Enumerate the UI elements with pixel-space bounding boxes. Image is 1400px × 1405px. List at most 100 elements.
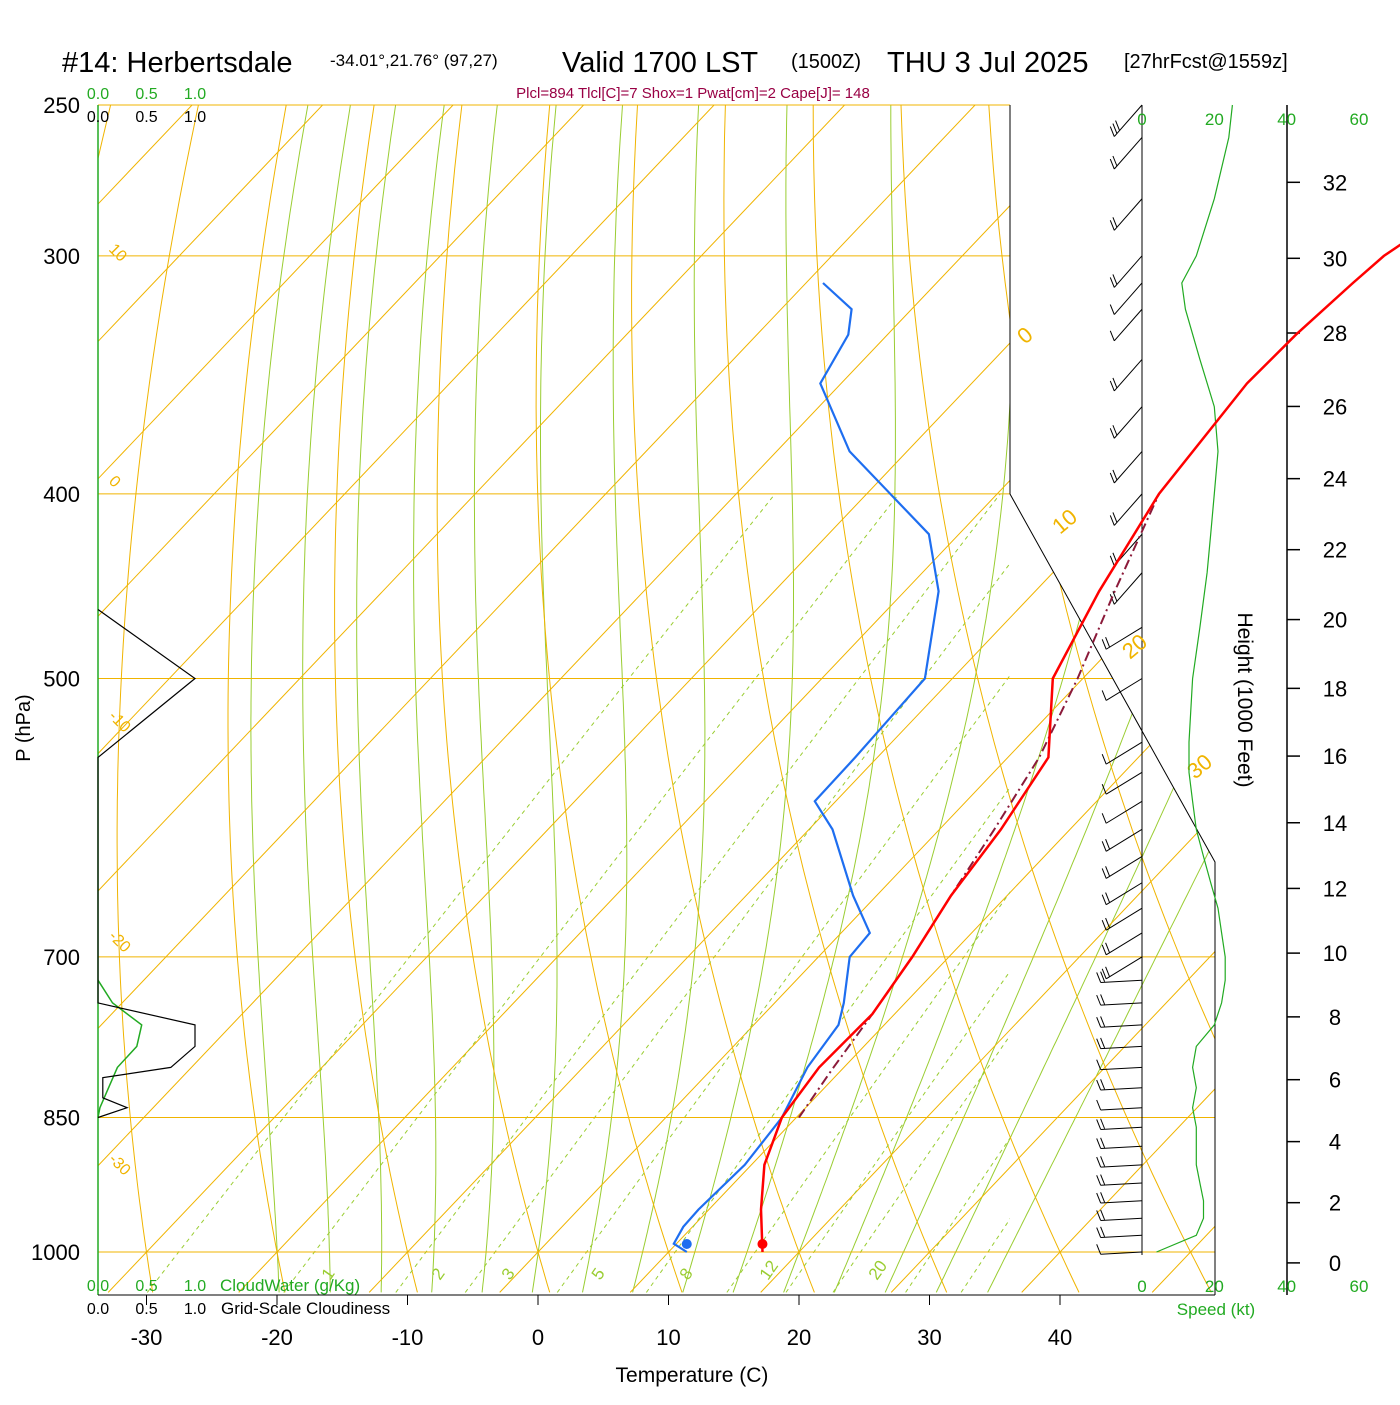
speed-tick-label-bottom: 60: [1350, 1277, 1369, 1296]
wind-barb-shaft: [1105, 882, 1143, 906]
cloudwater-tick-label-bottom: 0.5: [135, 1278, 157, 1295]
speed-tick-label-bottom: 40: [1277, 1277, 1296, 1296]
height-tick-label: 0: [1329, 1251, 1341, 1276]
moist-adiabat-line: [250, 105, 315, 1293]
wind-barb-shaft: [1105, 828, 1143, 852]
moist-adiabat-line: [783, 105, 1015, 1293]
pressure-tick-label: 400: [43, 482, 80, 507]
mixing-ratio-line: [556, 674, 1010, 1293]
wind-barb-shaft: [1105, 907, 1143, 931]
height-tick-label: 26: [1323, 394, 1347, 419]
temperature-tick-label: -20: [261, 1325, 293, 1350]
height-tick-label: 10: [1323, 941, 1347, 966]
isotherm-line: [98, 105, 747, 1293]
wind-barb-shaft: [1105, 626, 1143, 650]
wind-barb-shaft: [1113, 451, 1143, 484]
wind-barb-shaft: [1100, 1182, 1143, 1186]
cloudiness-tick-label-top: 0.0: [87, 109, 109, 126]
dry-adiabat-line: [723, 105, 948, 1293]
dry-adiabat-line: [535, 105, 683, 1293]
pressure-tick-label: 500: [43, 667, 80, 692]
wind-barb-shaft: [1113, 572, 1143, 605]
speed-tick-label-bottom: 20: [1205, 1277, 1224, 1296]
wind-barb-shaft: [1105, 856, 1143, 879]
height-tick-label: 16: [1323, 744, 1347, 769]
isotherm-line: [98, 105, 486, 1293]
moist-adiabat-line: [632, 105, 706, 1293]
height-tick-label: 2: [1329, 1191, 1341, 1216]
wind-barb-feather: [1112, 123, 1118, 134]
wind-barb-feather: [1101, 813, 1107, 824]
wind-barb-shaft: [1113, 137, 1143, 170]
wind-barb-feather: [1101, 784, 1107, 795]
pressure-tick-label: 250: [43, 93, 80, 118]
isotherm-line: [368, 105, 1215, 1293]
station-coords: -34.01°,21.76° (97,27): [330, 51, 498, 70]
cloudwater-profile-line: [97, 979, 143, 1118]
moist-adiabat-line: [302, 105, 357, 1293]
wind-barb-feather: [1105, 966, 1111, 977]
temperature-tick-label: 0: [532, 1325, 544, 1350]
wind-barb-feather: [1096, 1038, 1102, 1049]
surface-temperature-marker: [757, 1239, 768, 1249]
cloudiness-label: Grid-Scale Cloudiness: [221, 1299, 390, 1318]
moist-adiabat-line: [531, 105, 561, 1293]
temperature-trace: [759, 243, 1400, 1253]
dry-adiabat-line: [812, 105, 1080, 1293]
temperature-tick-label: 30: [917, 1325, 941, 1350]
temperature-tick-label: 40: [1048, 1325, 1072, 1350]
isotherm-line: [98, 105, 878, 1293]
wind-barb-feather: [1109, 158, 1115, 170]
moist-adiabat-line: [356, 105, 402, 1293]
dry-adiabat-line: [899, 105, 1212, 1293]
temperature-tick-label: -10: [392, 1325, 424, 1350]
wind-barb-feather: [1100, 1016, 1106, 1027]
sounding-traces: [672, 243, 1400, 1253]
wind-barb-feather: [1100, 1079, 1106, 1090]
isotherm-line: [98, 105, 617, 1293]
cloud-profiles: [97, 609, 196, 1119]
wind-barb-shaft: [1113, 308, 1143, 342]
wind-barb-feather: [1112, 512, 1118, 523]
wind-barb-feather: [1109, 330, 1115, 341]
wind-barb-feather: [1101, 968, 1107, 980]
wind-barb-feather: [1100, 1156, 1106, 1167]
pressure-tick-label: 700: [43, 945, 80, 970]
wind-barb-shaft: [1105, 678, 1143, 701]
pressure-tick-label: 300: [43, 244, 80, 269]
wind-barb-shaft: [1113, 198, 1143, 231]
wind-barb-feather: [1096, 1227, 1102, 1238]
wind-barb-feather: [1100, 1192, 1106, 1203]
wind-barb-feather: [1112, 469, 1118, 481]
mixing-ratio-line: [283, 493, 900, 1293]
wind-barb-shaft: [1113, 406, 1143, 439]
height-tick-label: 32: [1323, 170, 1347, 195]
wind-barb-shaft: [1100, 1107, 1143, 1111]
dry-adiabat-line: [631, 105, 815, 1293]
cloudwater-label: CloudWater (g/Kg): [220, 1276, 360, 1295]
wind-speed-line: [1156, 104, 1233, 1253]
height-tick-label: 6: [1329, 1068, 1341, 1093]
moist-adiabat-line: [682, 105, 794, 1293]
wind-barb-feather: [1096, 1119, 1102, 1130]
dry-adiabat-line: [334, 105, 418, 1293]
wind-barb-feather: [1101, 753, 1107, 765]
isotherm-line: [98, 105, 356, 1293]
isotherm-line: [890, 105, 1215, 1293]
wind-barb-feather: [1100, 1226, 1106, 1238]
wind-barb-feather: [1109, 380, 1115, 392]
wind-barb-shaft: [1100, 1164, 1143, 1168]
wind-barb-shaft: [1100, 1251, 1143, 1255]
moist-adiabat-line: [935, 105, 1215, 1293]
wind-barb-feather: [1096, 1210, 1102, 1221]
wind-barb-feather: [1112, 591, 1118, 602]
wind-barb-feather: [1096, 1244, 1102, 1255]
wind-barb-feather: [1096, 972, 1102, 983]
cloudwater-tick-label-bottom: 1.0: [184, 1278, 206, 1295]
wind-barb-feather: [1105, 917, 1111, 929]
moist-adiabats: [250, 105, 1215, 1293]
wind-barb-feather: [1112, 155, 1118, 167]
wind-barb-feather: [1101, 639, 1107, 650]
height-tick-label: 24: [1323, 467, 1347, 492]
